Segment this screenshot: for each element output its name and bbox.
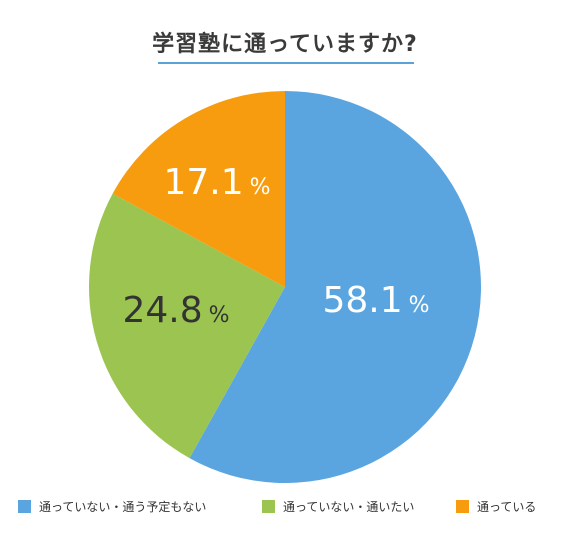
chart-title: 学習塾に通っていますか?	[152, 32, 418, 57]
legend-label: 通っている	[477, 500, 537, 514]
legend-label: 通っていない・通いたい	[283, 500, 415, 514]
slice-value-label: 24.8%	[122, 290, 229, 331]
legend: 通っていない・通う予定もない 通っていない・通いたい 通っている	[0, 498, 570, 522]
legend-swatch	[18, 500, 31, 513]
legend-item-not-attending-no-plan: 通っていない・通う予定もない	[18, 498, 206, 515]
title-underline	[158, 62, 414, 64]
legend-swatch	[456, 500, 469, 513]
slice-attending	[112, 90, 285, 287]
slice-not-attending-want-to	[89, 193, 285, 459]
legend-label: 通っていない・通う予定もない	[39, 500, 207, 514]
legend-item-not-attending-want-to: 通っていない・通いたい	[262, 498, 414, 515]
legend-swatch	[262, 500, 275, 513]
slice-value-label: 58.1%	[322, 280, 429, 321]
slice-value-label: 17.1%	[163, 162, 270, 203]
legend-item-attending: 通っている	[456, 498, 536, 515]
slice-not-attending-no-plan	[189, 91, 481, 484]
